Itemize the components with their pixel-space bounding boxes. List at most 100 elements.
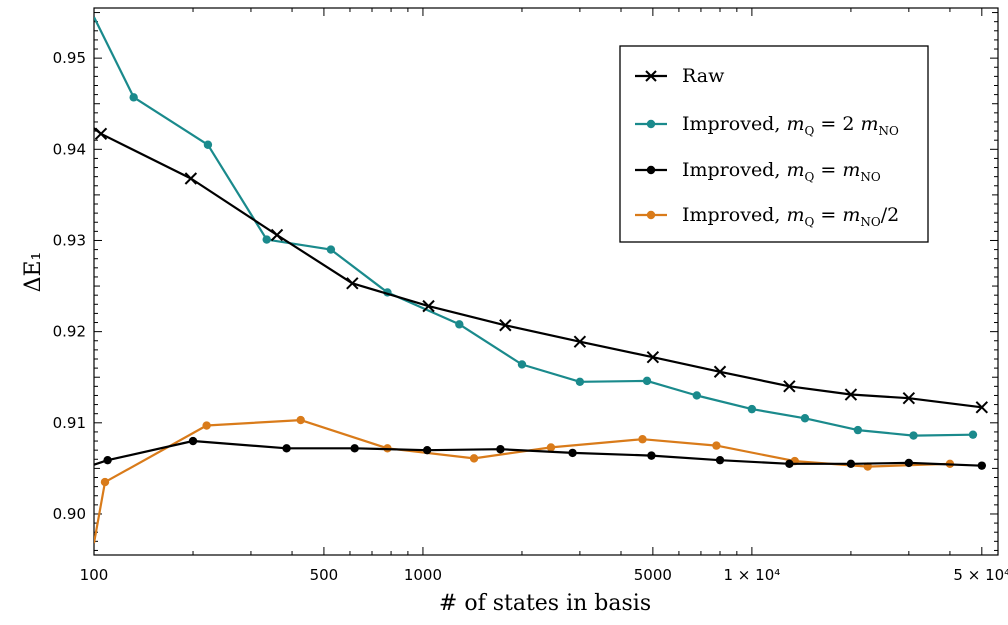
legend-label-part: NO: [878, 124, 899, 138]
x-axis: 100 500 1000 5000 1 × 10⁴ 5 × 10⁴: [80, 8, 1008, 584]
legend-label: Improved, mQ = 2 mNO: [682, 113, 899, 138]
data-point: [296, 415, 305, 425]
series-1: [94, 16, 978, 440]
series-3: [94, 415, 955, 544]
x-axis-title: # of states in basis: [439, 591, 651, 616]
data-point: [909, 431, 918, 440]
data-point: [499, 319, 512, 332]
legend-box: [619, 45, 929, 243]
data-point: [713, 365, 727, 378]
series-2: [94, 436, 987, 470]
legend-label: Raw: [682, 65, 725, 87]
y-tick-label: 0.94: [53, 140, 86, 158]
legend-label-part: Improved,: [682, 204, 786, 226]
data-point: [902, 391, 916, 405]
data-point: [346, 277, 359, 290]
legend-label-part: m: [786, 204, 804, 226]
data-point: [968, 430, 978, 439]
data-point: [712, 441, 721, 450]
plot-border: [93, 7, 999, 556]
data-point: [188, 436, 198, 446]
y-tick-label: 0.92: [53, 323, 86, 341]
data-point: [282, 444, 291, 453]
legend-label: Improved, mQ = mNO/2: [682, 204, 899, 229]
y-tick-label: 0.95: [53, 49, 86, 67]
data-point: [747, 404, 757, 414]
data-point: [646, 350, 660, 364]
y-tick-label: 0.93: [53, 231, 86, 249]
data-point: [455, 320, 464, 329]
data-point: [270, 228, 284, 242]
legend-label-part: m: [860, 113, 878, 135]
legend-label-part: NO: [860, 215, 881, 229]
data-point: [326, 245, 336, 254]
data-point: [184, 172, 198, 185]
y-tick-label: 0.91: [53, 414, 86, 432]
data-point: [546, 443, 556, 452]
data-point: [469, 454, 479, 463]
data-point: [853, 425, 863, 435]
plot-frame: [93, 7, 999, 556]
legend-label-part: /2: [881, 204, 900, 226]
legend-swatch-marker: [646, 165, 656, 175]
data-point: [129, 93, 138, 102]
x-tick-label: 100: [80, 566, 109, 584]
data-point: [800, 414, 810, 423]
data-point: [517, 360, 527, 369]
legend-label-part: m: [842, 159, 860, 181]
data-point: [642, 376, 652, 386]
data-point: [422, 299, 435, 313]
legend-label: Improved, mQ = mNO: [682, 159, 881, 184]
legend-swatch-marker: [646, 119, 656, 129]
data-point: [638, 435, 647, 444]
legend-label-part: =: [814, 204, 842, 226]
x-tick-label: 5 × 10⁴: [953, 566, 1008, 584]
data-point: [568, 448, 577, 458]
legend-label-part: Improved,: [682, 113, 786, 135]
y-tick-label: 0.90: [53, 505, 86, 523]
data-point: [844, 388, 858, 401]
y-axis-title: ΔE₁: [21, 252, 46, 293]
data-point: [202, 421, 211, 430]
y-axis: 0.90 0.91 0.92 0.93 0.94 0.95: [53, 12, 998, 551]
legend-label-part: Q: [804, 215, 814, 229]
legend-label-part: =: [814, 159, 842, 181]
legend-swatch-marker: [646, 210, 656, 220]
data-point: [785, 459, 794, 469]
data-point: [262, 235, 271, 244]
data-point: [575, 377, 585, 386]
x-tick-label: 5000: [634, 566, 672, 584]
series-0: [94, 127, 989, 414]
data-point: [904, 458, 914, 468]
data-point: [975, 401, 989, 414]
legend-label-part: m: [842, 204, 860, 226]
x-tick-label: 1 × 10⁴: [724, 566, 781, 584]
legend-label-part: m: [786, 159, 804, 181]
legend-label-part: 2: [842, 113, 860, 135]
data-point: [422, 445, 432, 455]
series-line: [94, 127, 982, 409]
data-point: [94, 127, 108, 141]
data-point: [692, 391, 701, 400]
data-point: [496, 445, 505, 454]
legend-label-part: Raw: [682, 65, 725, 87]
legend-label-part: Q: [804, 124, 814, 138]
data-point: [103, 455, 112, 465]
data-point: [715, 455, 725, 465]
series-layer: [94, 16, 989, 544]
legend-swatch-marker: [645, 70, 657, 82]
legend-label-part: Improved,: [682, 159, 786, 181]
data-point: [573, 335, 587, 348]
data-point: [783, 380, 796, 393]
series-line: [94, 419, 950, 544]
series-line: [94, 16, 974, 437]
x-tick-label: 500: [310, 566, 339, 584]
data-point: [977, 461, 987, 470]
data-point: [100, 477, 110, 487]
legend-label-part: Q: [804, 170, 814, 184]
x-tick-label: 1000: [404, 566, 442, 584]
data-point: [647, 451, 656, 460]
data-point: [846, 459, 856, 469]
